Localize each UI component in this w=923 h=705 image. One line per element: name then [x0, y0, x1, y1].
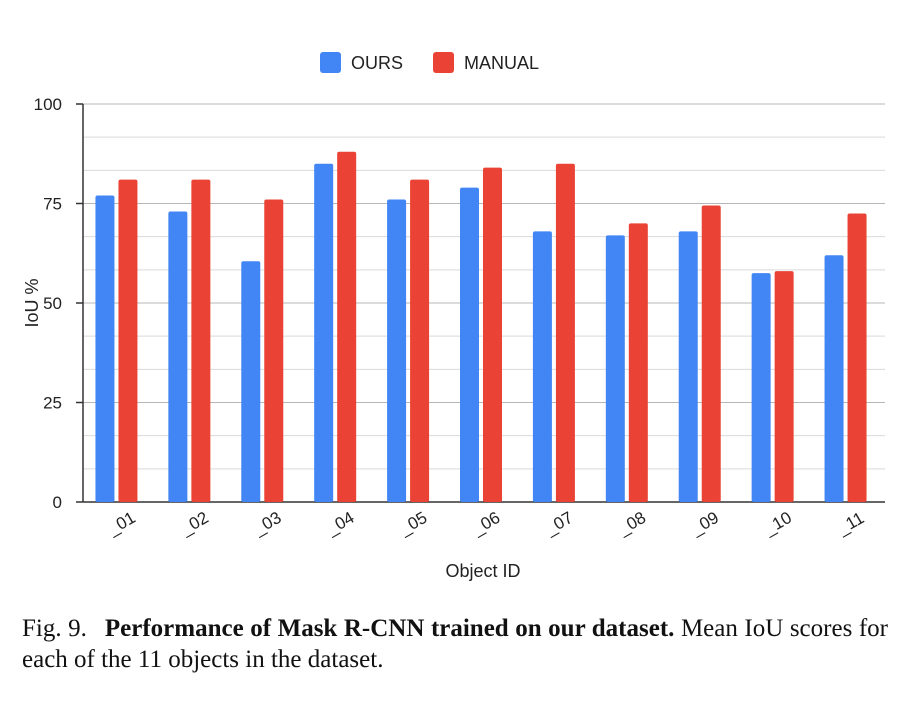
caption-title: Performance of Mask R-CNN trained on our… — [104, 615, 675, 642]
bar-ours-03 — [241, 261, 261, 502]
bar-ours-06 — [460, 187, 479, 502]
bar-ours-11 — [824, 255, 844, 502]
bar-ours-04 — [314, 163, 334, 502]
x-tick-label: _09 — [687, 508, 722, 539]
bar-ours-07 — [532, 231, 552, 503]
x-tick-label: _08 — [614, 508, 649, 539]
bar-manual-03 — [264, 199, 284, 502]
bar-chart: 0 25 50 75 100 _01 _02 _03 _04 _05 _06 _07 _08 _09 _10… — [22, 52, 885, 581]
x-tick-label: _03 — [250, 508, 285, 539]
legend-swatch-ours — [320, 52, 341, 73]
bar-manual-10 — [774, 271, 794, 502]
y-tick-label: 75 — [43, 195, 62, 214]
figure-caption: Fig. 9. Performance of Mask R-CNN trained… — [22, 613, 888, 675]
bar-manual-08 — [628, 223, 648, 502]
caption-text: Mean IoU scores for each of the 11 objec… — [22, 615, 888, 673]
y-tick-label: 100 — [34, 95, 62, 114]
legend-swatch-manual — [433, 52, 454, 73]
x-tick-label: _05 — [395, 508, 430, 539]
x-tick-label: _04 — [323, 508, 358, 539]
x-tick-label: _10 — [760, 508, 795, 539]
bar-ours-01 — [95, 195, 115, 503]
bar-ours-09 — [678, 231, 698, 503]
caption-label: Fig. 9. — [22, 615, 87, 642]
bar-ours-05 — [387, 199, 407, 502]
bar-manual-05 — [410, 179, 430, 502]
y-tick-label: 25 — [43, 394, 62, 413]
legend-label-ours: OURS — [351, 53, 403, 73]
bar-manual-06 — [483, 167, 502, 502]
y-tick-label: 0 — [53, 493, 62, 512]
bar-manual-07 — [555, 163, 575, 502]
bar-ours-08 — [605, 235, 625, 502]
bar-manual-04 — [337, 151, 357, 502]
legend-label-manual: MANUAL — [464, 53, 539, 73]
x-tick-label: _06 — [468, 508, 503, 539]
y-axis-title: IoU % — [22, 278, 42, 327]
x-tick-label: _07 — [541, 508, 576, 539]
bar-ours-10 — [751, 273, 771, 502]
x-tick-label: _01 — [104, 508, 139, 539]
x-tick-label: _11 — [833, 508, 867, 539]
bar-manual-02 — [191, 179, 211, 502]
bar-ours-02 — [168, 211, 188, 502]
y-tick-label: 50 — [43, 294, 62, 313]
x-tick-label: _02 — [177, 508, 212, 539]
bar-manual-09 — [701, 205, 721, 503]
bar-manual-11 — [847, 213, 867, 502]
x-axis-title: Object ID — [445, 561, 520, 581]
bar-manual-01 — [118, 179, 138, 502]
